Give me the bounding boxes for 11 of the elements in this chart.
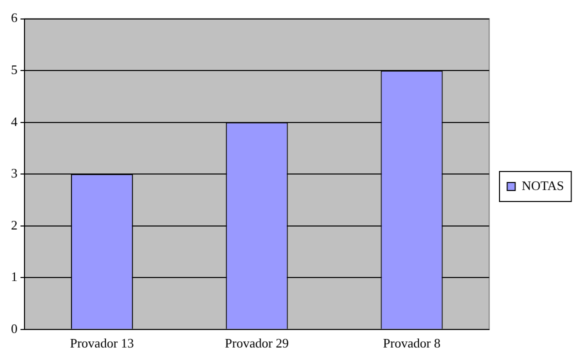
y-tick-label: 0 [11, 320, 18, 336]
x-tick-label: Provador 29 [224, 336, 289, 351]
y-tick-label: 6 [11, 10, 18, 26]
legend-label: NOTAS [522, 178, 564, 193]
y-tick-label: 2 [11, 217, 18, 232]
x-tick-label: Provador 8 [383, 336, 440, 351]
y-tick-label: 5 [11, 62, 18, 77]
x-tick-label: Provador 13 [70, 336, 134, 351]
y-tick-label: 1 [11, 269, 18, 284]
y-tick-label: 4 [11, 114, 18, 129]
y-tick-label: 3 [11, 166, 18, 181]
